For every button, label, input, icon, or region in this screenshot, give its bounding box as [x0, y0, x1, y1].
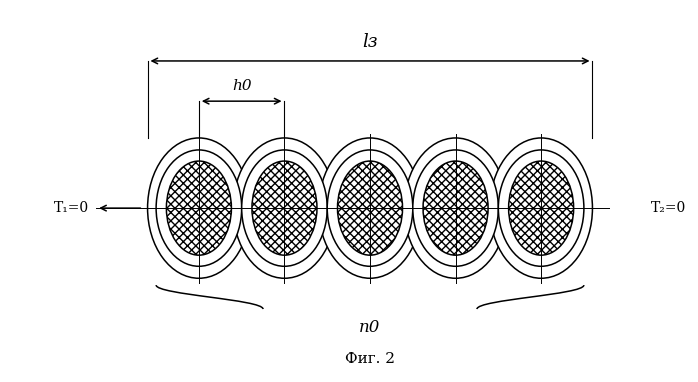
Ellipse shape: [404, 138, 507, 278]
Text: h0: h0: [232, 79, 251, 92]
Ellipse shape: [147, 138, 251, 278]
Text: T₁=0: T₁=0: [54, 201, 89, 215]
Ellipse shape: [509, 161, 574, 255]
Ellipse shape: [252, 161, 317, 255]
Ellipse shape: [498, 150, 584, 266]
Text: Фиг. 2: Фиг. 2: [345, 352, 395, 366]
Text: n0: n0: [359, 319, 380, 336]
Text: T₂=0: T₂=0: [651, 201, 686, 215]
Ellipse shape: [233, 138, 336, 278]
Ellipse shape: [423, 161, 488, 255]
Ellipse shape: [490, 138, 593, 278]
Ellipse shape: [242, 150, 327, 266]
Ellipse shape: [319, 138, 422, 278]
Ellipse shape: [156, 150, 242, 266]
Ellipse shape: [327, 150, 413, 266]
Ellipse shape: [338, 161, 403, 255]
Ellipse shape: [166, 161, 232, 255]
Ellipse shape: [413, 150, 498, 266]
Text: lз: lз: [362, 33, 378, 51]
